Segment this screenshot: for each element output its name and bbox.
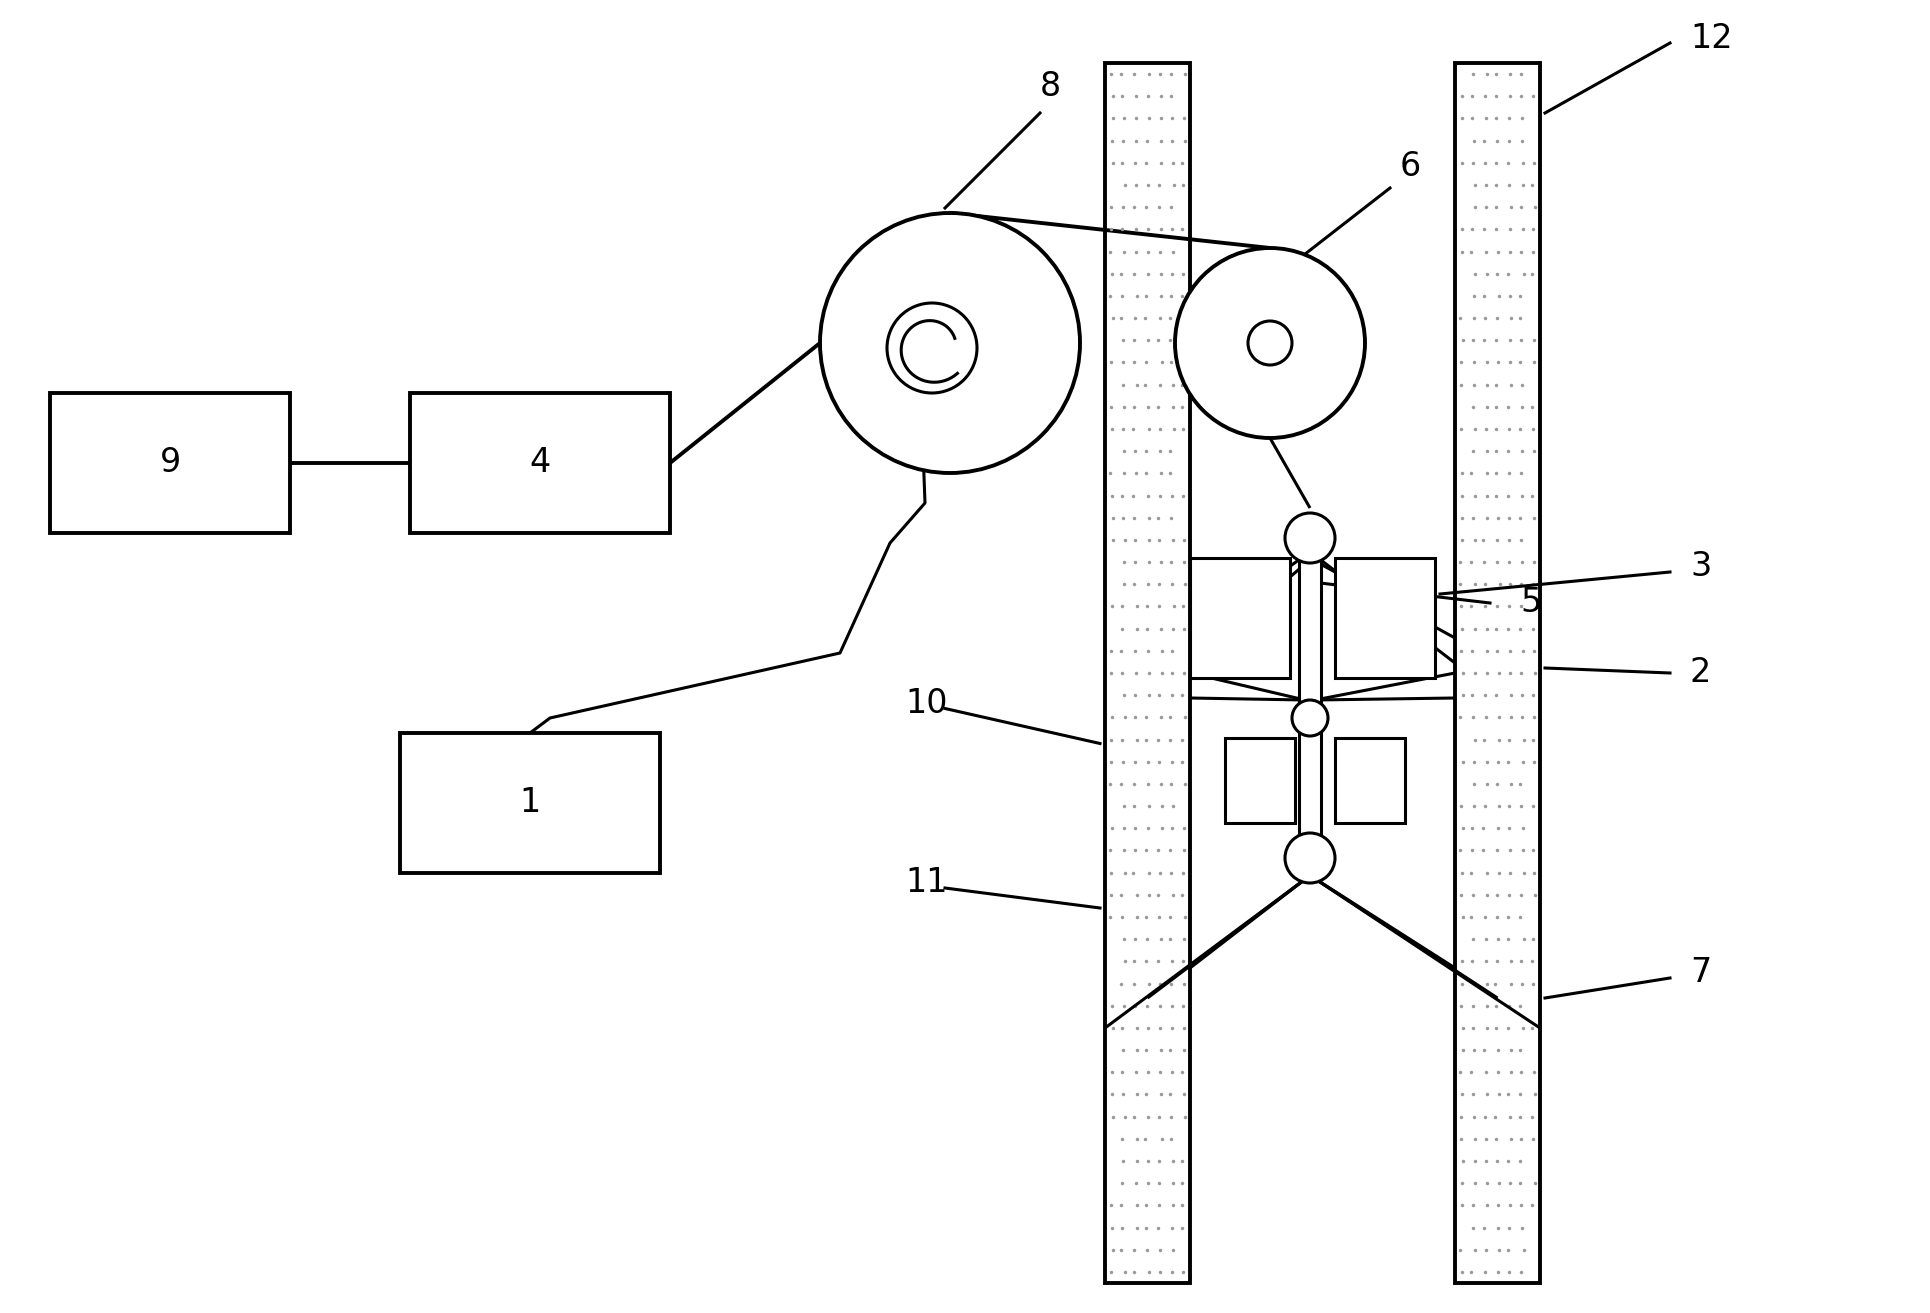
Text: 10: 10	[905, 687, 948, 720]
Bar	[400, 733, 660, 873]
Circle shape	[886, 303, 977, 393]
Bar	[1299, 533, 1320, 868]
Bar	[1189, 558, 1289, 678]
Text: 6: 6	[1399, 150, 1420, 183]
Bar	[1453, 63, 1540, 1283]
Bar	[1224, 738, 1295, 823]
Text: 7: 7	[1689, 956, 1710, 990]
Text: 3: 3	[1689, 550, 1710, 583]
Text: 12: 12	[1689, 21, 1731, 55]
Bar	[1334, 558, 1434, 678]
Text: 8: 8	[1038, 70, 1060, 102]
Bar	[1334, 738, 1405, 823]
Circle shape	[820, 213, 1079, 473]
Text: 9: 9	[160, 446, 181, 479]
Bar	[409, 393, 670, 533]
Text: 1: 1	[519, 786, 540, 819]
Circle shape	[1173, 248, 1365, 439]
Bar	[50, 393, 290, 533]
Circle shape	[1247, 320, 1291, 365]
Text: 5: 5	[1519, 587, 1540, 620]
Text: 4: 4	[529, 446, 550, 479]
Circle shape	[1283, 513, 1334, 563]
Circle shape	[1283, 832, 1334, 884]
Bar	[1104, 63, 1189, 1283]
Circle shape	[1291, 700, 1328, 737]
Text: 11: 11	[905, 867, 948, 899]
Text: 2: 2	[1689, 656, 1710, 689]
